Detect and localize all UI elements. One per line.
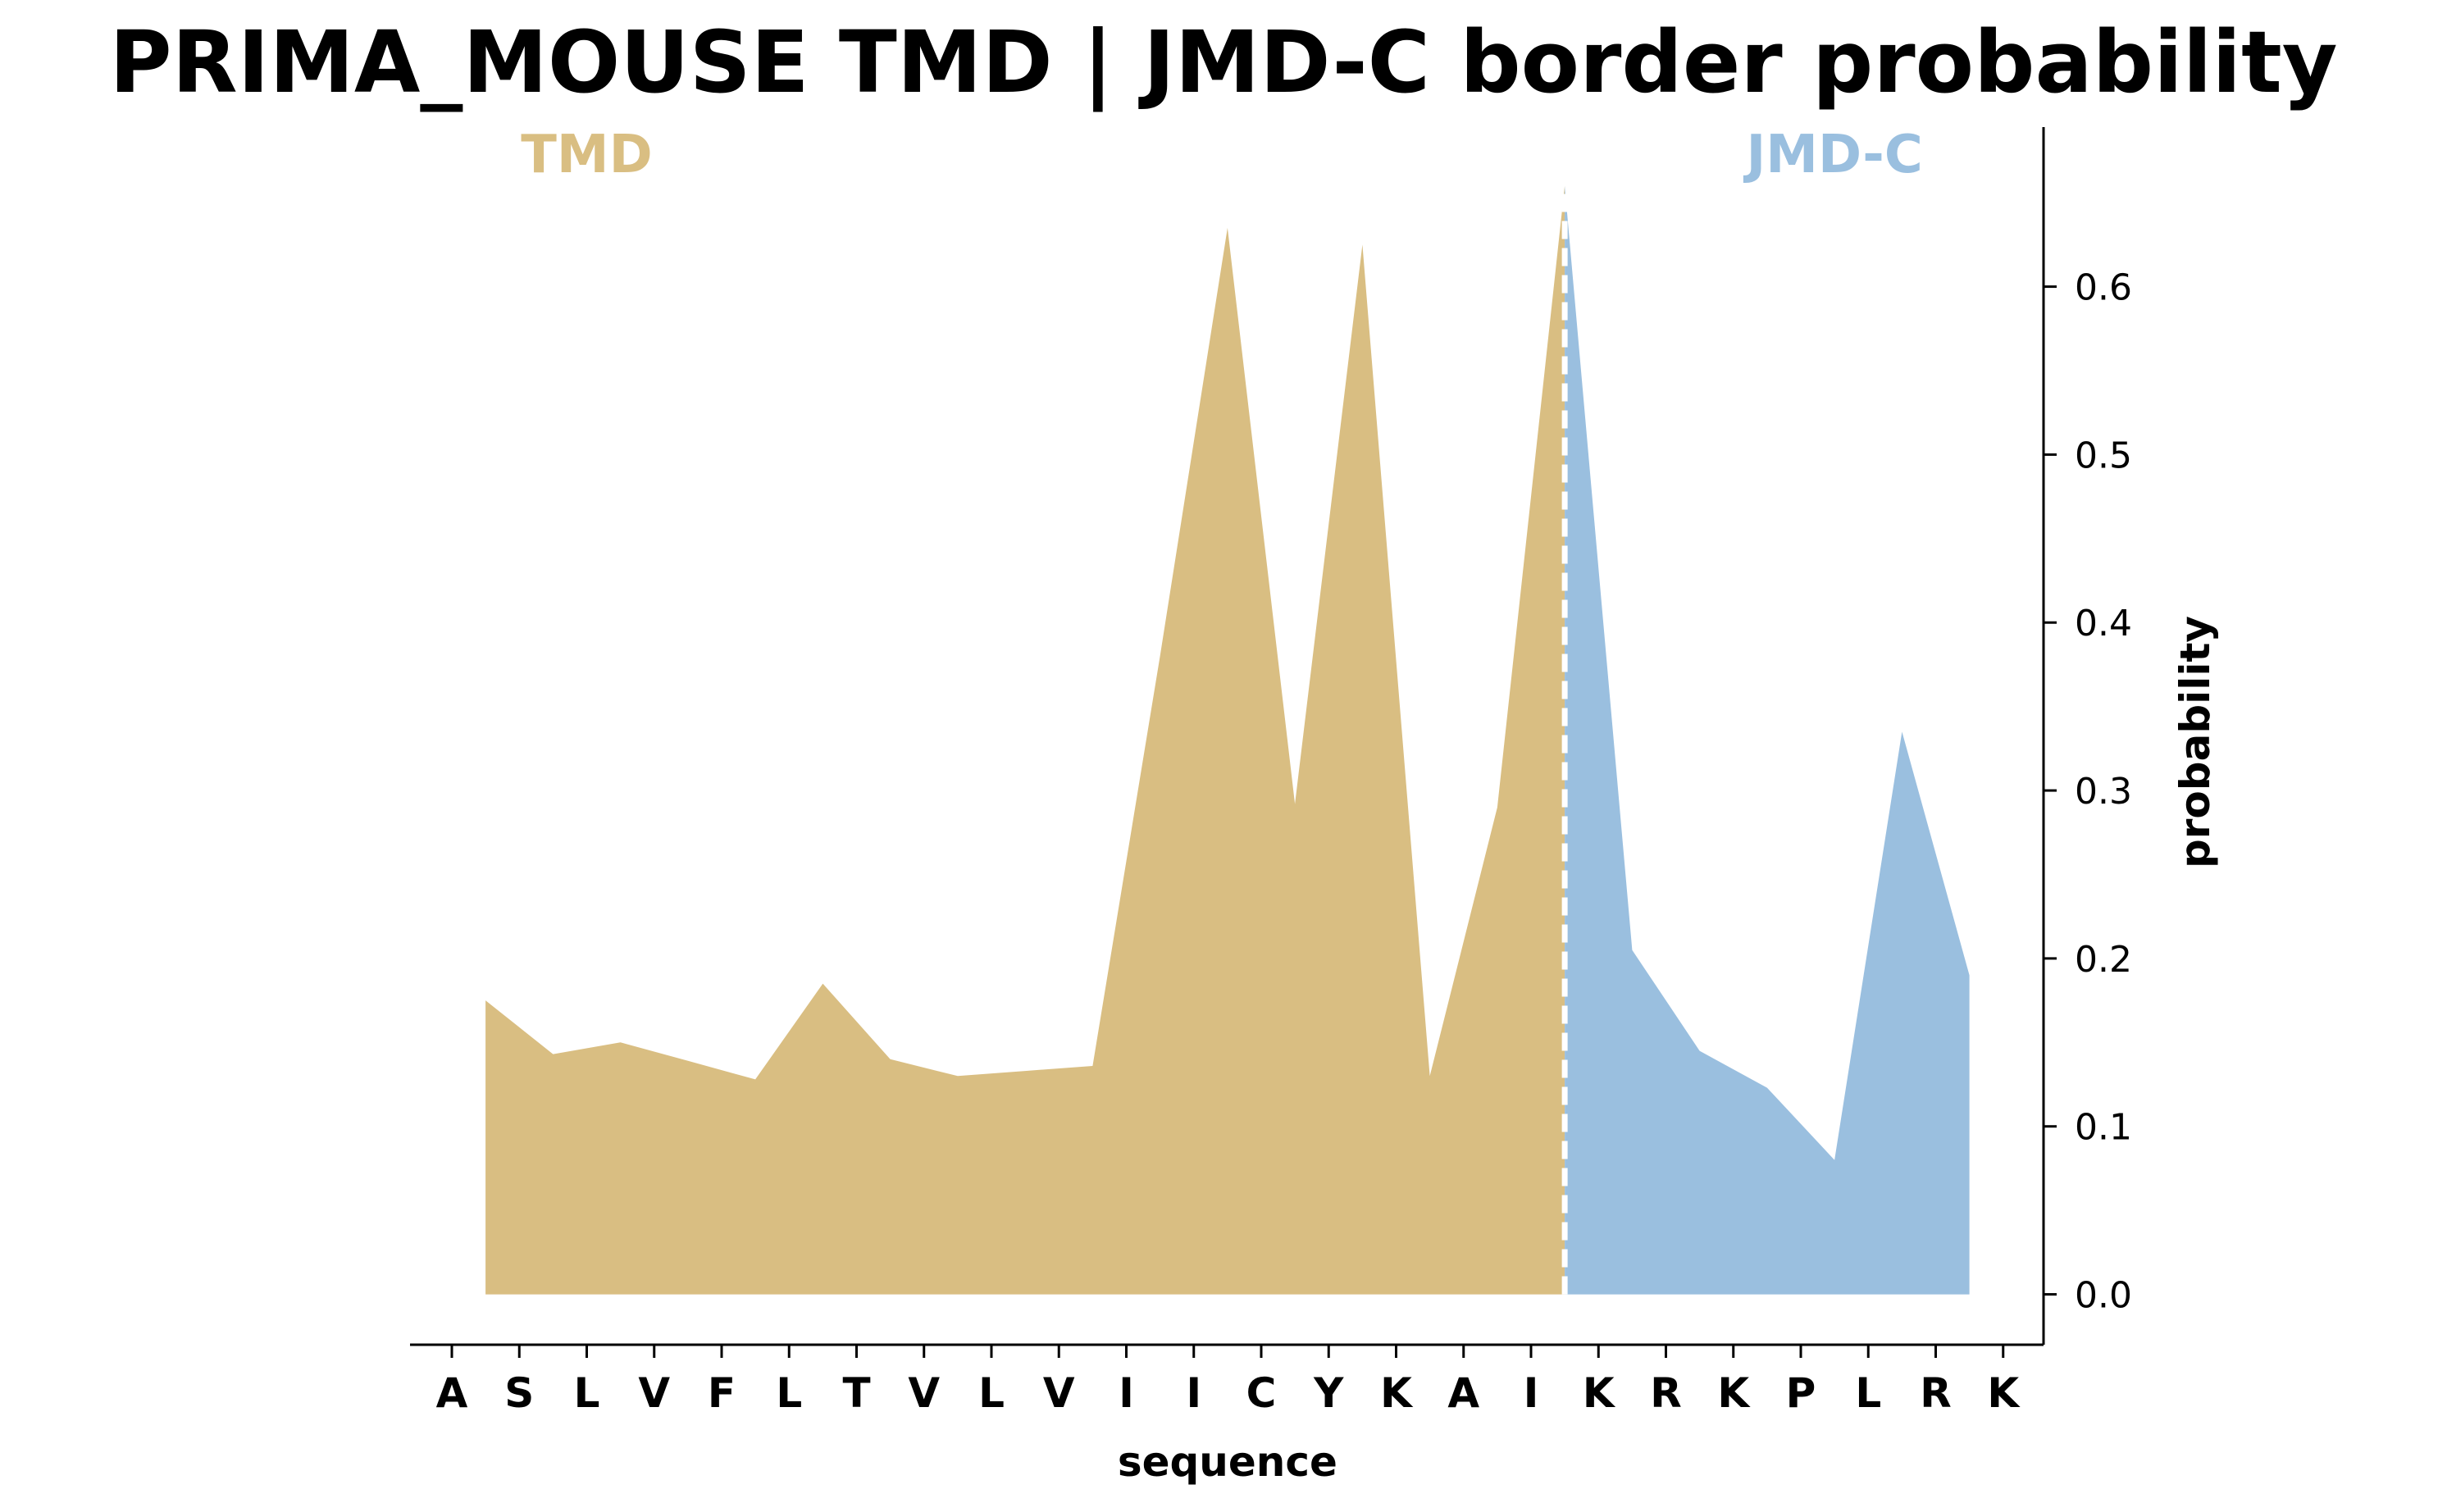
y-tick-label: 0.0 [2075,1275,2132,1317]
x-tick-label: K [1583,1369,1616,1417]
x-tick-label: I [1119,1369,1134,1417]
x-tick-label: S [504,1369,534,1417]
x-tick-label: L [978,1369,1005,1417]
x-tick-label: V [908,1369,940,1417]
x-tick-label: Y [1313,1369,1344,1417]
tmd-region-label: TMD [521,125,652,185]
jmd-c-region-label: JMD-C [1743,125,1922,185]
x-tick-label: A [1447,1369,1479,1417]
y-axis: 0.0 0.1 0.2 0.3 0.4 0.5 0.6 [2042,127,2132,1345]
y-tick-label: 0.1 [2075,1107,2132,1149]
x-tick-label: T [842,1369,870,1417]
area-layer [485,185,1970,1295]
y-tick-label: 0.2 [2075,939,2132,981]
x-tick-label: A [436,1369,468,1417]
y-axis-label: probability [2171,616,2219,868]
y-tick-label: 0.4 [2075,603,2132,644]
x-tick-label: K [1987,1369,2021,1417]
x-tick-label: F [708,1369,736,1417]
x-axis-label: sequence [1118,1438,1337,1486]
x-tick-label: L [574,1369,600,1417]
x-tick-label: R [1650,1369,1682,1417]
x-tick-label: I [1186,1369,1201,1417]
y-tick-label: 0.6 [2075,267,2132,309]
x-tick-label: L [776,1369,802,1417]
x-tick-label: K [1717,1369,1751,1417]
area-jmd-c [1565,185,1970,1295]
y-tick-label: 0.3 [2075,771,2132,813]
y-tick-label: 0.5 [2075,435,2132,476]
x-tick-label: I [1524,1369,1539,1417]
x-tick-label: C [1246,1369,1277,1417]
chart-title: PRIMA_MOUSE TMD | JMD-C border probabili… [109,12,2337,112]
x-tick-label: V [1043,1369,1075,1417]
x-tick-label: R [1920,1369,1952,1417]
x-tick-label: L [1855,1369,1881,1417]
x-tick-label: V [638,1369,670,1417]
x-tick-label: P [1786,1369,1816,1417]
area-tmd [485,185,1565,1295]
x-tick-label: K [1380,1369,1414,1417]
